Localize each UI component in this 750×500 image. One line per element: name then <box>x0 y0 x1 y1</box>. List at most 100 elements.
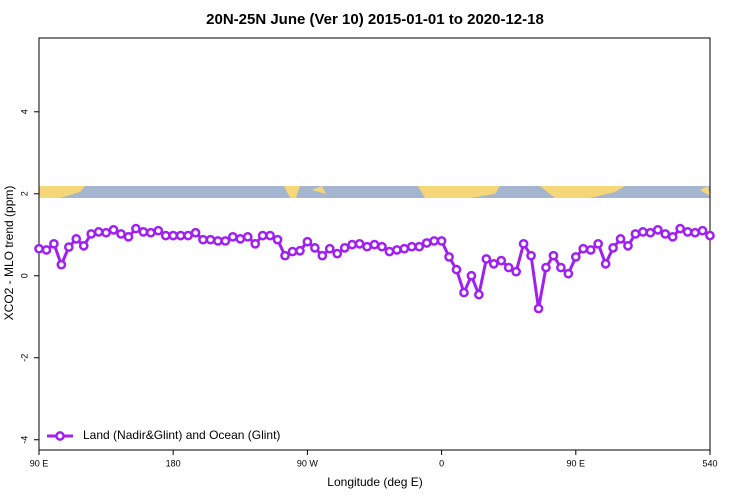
data-point <box>533 303 544 314</box>
x-tick-label: 90 W <box>297 458 319 468</box>
data-point <box>563 268 574 279</box>
legend-marker <box>55 431 65 441</box>
data-point <box>630 229 641 239</box>
data-point <box>496 255 507 266</box>
data-point <box>190 227 201 238</box>
y-tick-label: 2 <box>19 191 29 196</box>
data-point <box>638 227 648 237</box>
data-point <box>168 230 179 241</box>
data-point <box>160 230 171 241</box>
data-point <box>652 225 663 235</box>
data-point <box>295 245 305 256</box>
data-point <box>101 227 111 238</box>
data-point <box>310 243 320 253</box>
legend-label: Land (Nadir&Glint) and Ocean (Glint) <box>83 428 280 442</box>
data-point <box>667 231 678 242</box>
y-tick-label: -2 <box>19 354 29 362</box>
data-point <box>71 234 82 244</box>
data-point <box>518 238 529 249</box>
data-point <box>324 243 335 254</box>
data-point <box>280 250 290 261</box>
data-point <box>645 227 656 238</box>
data-point <box>392 245 402 255</box>
data-point <box>615 234 626 244</box>
data-point <box>608 243 618 253</box>
data-point <box>556 262 566 273</box>
x-tick-label: 180 <box>166 458 181 468</box>
data-point <box>41 245 52 255</box>
data-point <box>421 238 432 248</box>
data-point <box>578 243 589 254</box>
y-tick-label: 4 <box>19 109 29 114</box>
data-point <box>198 234 208 245</box>
data-point <box>153 225 164 236</box>
x-tick-label: 0 <box>439 458 444 468</box>
data-point <box>205 234 216 245</box>
data-point <box>145 227 156 238</box>
x-tick-label: 90 E <box>567 458 586 468</box>
data-point <box>466 270 477 281</box>
data-point <box>213 236 223 246</box>
data-point <box>548 250 559 261</box>
data-point <box>116 229 126 239</box>
data-point <box>302 236 313 247</box>
data-point <box>49 238 59 249</box>
data-point <box>399 243 410 254</box>
data-point <box>481 254 492 264</box>
data-point <box>585 245 596 255</box>
data-point <box>257 230 268 241</box>
data-point <box>660 229 671 239</box>
data-point <box>93 227 104 237</box>
data-point <box>63 242 74 252</box>
data-point <box>317 250 328 261</box>
data-point <box>511 266 522 277</box>
y-tick-label: 0 <box>19 273 29 278</box>
data-point <box>593 238 604 249</box>
data-point <box>600 259 611 269</box>
chart-title: 20N-25N June (Ver 10) 2015-01-01 to 2020… <box>206 11 544 28</box>
data-point <box>623 240 633 251</box>
data-point <box>220 236 231 246</box>
y-tick-label: -4 <box>19 436 29 444</box>
data-point <box>227 231 238 242</box>
data-point <box>78 240 89 251</box>
data-point <box>34 243 44 254</box>
data-point <box>488 259 499 269</box>
data-point <box>682 227 693 237</box>
data-point <box>451 264 462 275</box>
data-point <box>354 238 365 249</box>
data-point <box>377 241 387 252</box>
data-point <box>414 241 425 252</box>
data-point <box>526 250 536 261</box>
data-point <box>108 225 119 235</box>
data-point <box>56 259 67 270</box>
data-point <box>131 223 141 234</box>
data-point <box>339 243 350 253</box>
data-point <box>697 225 708 236</box>
x-tick-label: 90 E <box>30 458 49 468</box>
x-tick-label: 540 <box>702 458 717 468</box>
data-point <box>503 262 514 273</box>
data-point <box>123 231 134 242</box>
data-point <box>287 246 298 257</box>
data-point <box>570 252 581 262</box>
data-point <box>675 223 686 234</box>
data-point <box>362 241 372 252</box>
data-point <box>436 236 447 246</box>
data-point <box>406 241 417 252</box>
map-strip <box>39 186 710 198</box>
data-point <box>250 238 261 249</box>
data-point <box>705 230 715 241</box>
data-point <box>235 234 246 244</box>
data-point <box>347 239 357 250</box>
data-point <box>384 246 395 257</box>
data-point <box>138 227 149 237</box>
data-point <box>242 231 253 242</box>
data-point <box>690 227 700 238</box>
data-point <box>175 230 186 241</box>
data-point <box>541 262 551 273</box>
data-point <box>332 248 343 259</box>
data-point <box>272 234 283 245</box>
data-point <box>183 230 193 241</box>
